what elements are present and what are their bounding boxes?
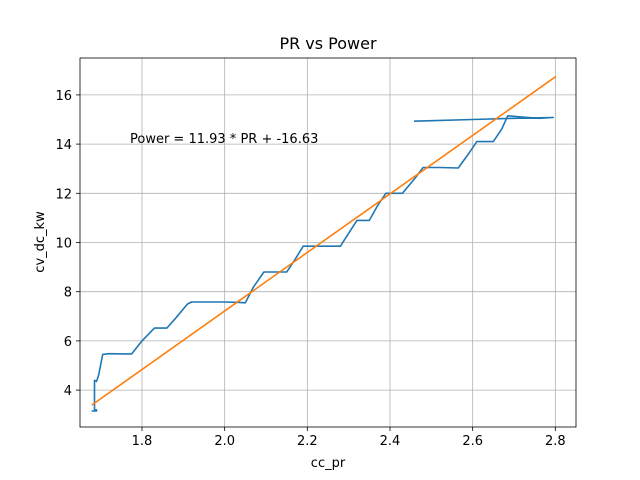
y-tick-label: 10 <box>55 237 72 252</box>
x-tick-label: 2.6 <box>462 434 483 449</box>
x-tick-label: 2.0 <box>214 434 235 449</box>
y-tick-label: 14 <box>55 138 72 153</box>
y-tick-label: 8 <box>64 286 72 301</box>
x-tick-label: 1.8 <box>132 434 153 449</box>
series-line-data <box>91 115 555 412</box>
ticks: 1.8 2.0 2.2 2.4 2.6 2.8 4 6 8 10 12 14 16 <box>55 89 565 449</box>
y-tick-label: 12 <box>55 187 72 202</box>
x-tick-label: 2.2 <box>297 434 318 449</box>
y-tick-label: 16 <box>55 89 72 104</box>
y-axis-label: cv_dc_kw <box>33 211 48 273</box>
fit-equation-annotation: Power = 11.93 * PR + -16.63 <box>130 132 318 147</box>
x-tick-label: 2.8 <box>545 434 566 449</box>
x-tick-label: 2.4 <box>380 434 401 449</box>
chart-title: PR vs Power <box>279 34 377 53</box>
y-tick-label: 6 <box>64 335 72 350</box>
y-tick-label: 4 <box>64 384 72 399</box>
series-line-fit <box>91 75 557 406</box>
series-group <box>91 75 557 412</box>
x-axis-label: cc_pr <box>311 456 346 471</box>
